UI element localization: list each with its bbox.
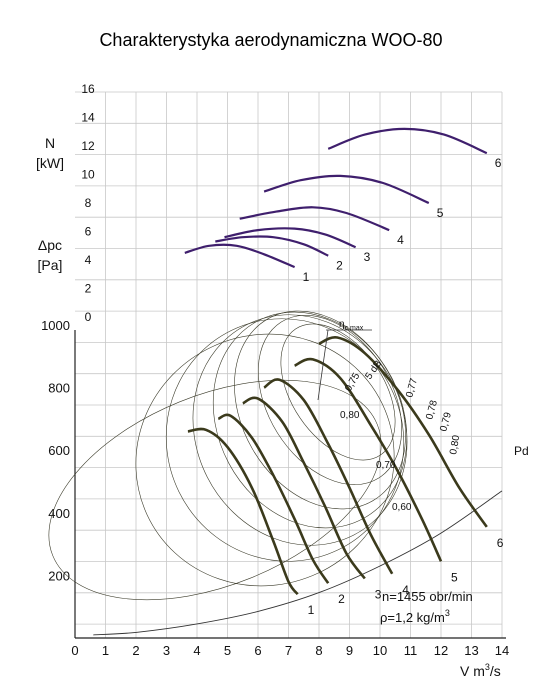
pressure-tick-label: 800 bbox=[48, 381, 70, 396]
pressure-axis-label: Δpc [Pa] bbox=[38, 237, 63, 273]
power-curve-6 bbox=[327, 127, 488, 155]
x-axis-label: V m3/s bbox=[460, 662, 501, 679]
efficiency-label: 0,80 bbox=[448, 434, 462, 456]
density-note: ρ=1,2 kg/m3 bbox=[380, 608, 450, 625]
pressure-curve-label: 6 bbox=[497, 536, 504, 550]
pressure-curve-4 bbox=[263, 378, 394, 575]
pressure-axis-label-line: Δpc bbox=[38, 237, 62, 253]
power-axis-label-line: N bbox=[45, 135, 55, 151]
power-tick-label: 2 bbox=[85, 282, 92, 296]
efficiency-label: 0,80 bbox=[340, 410, 360, 421]
x-tick-label: 8 bbox=[315, 643, 322, 658]
speed-note: n=1455 obr/min bbox=[382, 589, 473, 604]
power-curve-label: 1 bbox=[303, 270, 310, 284]
system-curve-label: Pd bbox=[514, 444, 529, 458]
efficiency-contour bbox=[234, 310, 406, 510]
x-tick-label: 3 bbox=[163, 643, 170, 658]
power-tick-label: 10 bbox=[81, 168, 95, 182]
pressure-axis-label-line: [Pa] bbox=[38, 257, 63, 273]
power-curve-label: 5 bbox=[437, 206, 444, 220]
power-curve-5 bbox=[263, 174, 430, 205]
power-tick-label: 16 bbox=[81, 82, 95, 96]
x-tick-labels: 0 1 2 3 4 5 6 7 8 9 10 11 12 13 14 bbox=[71, 643, 509, 658]
x-tick-label: 5 bbox=[224, 643, 231, 658]
system-curve: Pd bbox=[93, 444, 529, 636]
x-tick-label: 10 bbox=[373, 643, 387, 658]
efficiency-label: 0,78 bbox=[424, 399, 440, 421]
power-curve-1 bbox=[184, 243, 296, 269]
x-tick-label: 14 bbox=[495, 643, 509, 658]
pressure-tick-label: 200 bbox=[48, 568, 70, 583]
x-tick-label: 13 bbox=[464, 643, 478, 658]
power-axis-label-line: [kW] bbox=[36, 155, 64, 171]
pressure-curve-2 bbox=[217, 413, 330, 584]
efficiency-labels: 0,600,700,75 0,770,780,790,800,805 dB bbox=[340, 358, 462, 513]
axes bbox=[74, 330, 506, 639]
x-tick-label: 9 bbox=[346, 643, 353, 658]
power-curve-label: 6 bbox=[495, 156, 502, 170]
pressure-tick-labels: 200 400 600 800 1000 bbox=[41, 318, 70, 583]
pressure-curve-3 bbox=[242, 396, 366, 580]
system-curve-line bbox=[93, 490, 503, 636]
eta-max-marker: ηc max bbox=[317, 319, 372, 401]
power-curves: 1 2 3 4 5 6 bbox=[184, 127, 502, 284]
power-tick-label: 8 bbox=[85, 196, 92, 210]
power-curve-2 bbox=[215, 235, 329, 257]
efficiency-contours bbox=[48, 310, 408, 601]
power-tick-label: 14 bbox=[81, 111, 95, 125]
power-tick-label: 0 bbox=[85, 310, 92, 324]
pressure-curves: 1 2 3 4 5 6 bbox=[187, 335, 504, 617]
x-tick-label: 6 bbox=[254, 643, 261, 658]
power-curve-label: 2 bbox=[336, 259, 343, 273]
x-tick-label: 7 bbox=[285, 643, 292, 658]
x-tick-label: 0 bbox=[71, 643, 78, 658]
pressure-curve-label: 2 bbox=[338, 592, 345, 606]
x-tick-label: 4 bbox=[193, 643, 200, 658]
eta-max-label: ηc max bbox=[339, 319, 364, 332]
efficiency-label: 0,77 bbox=[404, 377, 420, 399]
x-tick-label: 11 bbox=[404, 643, 418, 658]
power-tick-labels: 0 2 4 6 8 10 12 14 16 bbox=[81, 82, 95, 324]
pressure-tick-label: 400 bbox=[48, 506, 70, 521]
grid bbox=[75, 91, 503, 638]
efficiency-contour bbox=[212, 311, 408, 529]
pressure-curve-label: 4 bbox=[402, 583, 409, 597]
x-tick-label: 1 bbox=[102, 643, 109, 658]
pressure-curve-5 bbox=[294, 357, 443, 562]
power-curve-4 bbox=[239, 206, 390, 232]
efficiency-contour bbox=[135, 333, 395, 587]
pressure-tick-label: 600 bbox=[48, 443, 70, 458]
power-curve-3 bbox=[224, 227, 357, 249]
x-tick-label: 12 bbox=[434, 643, 448, 658]
x-tick-label: 2 bbox=[132, 643, 139, 658]
pressure-curve-1 bbox=[187, 427, 299, 596]
efficiency-label: 0,60 bbox=[392, 502, 412, 513]
pressure-curve-label: 5 bbox=[451, 570, 458, 584]
power-axis-label: N [kW] bbox=[36, 135, 64, 171]
pressure-tick-label: 1000 bbox=[41, 318, 70, 333]
pressure-curve-label: 3 bbox=[375, 588, 382, 602]
power-tick-label: 12 bbox=[81, 139, 95, 153]
pressure-curve-label: 1 bbox=[308, 603, 315, 617]
efficiency-label: 0,70 bbox=[376, 460, 396, 471]
chart-title: Charakterystyka aerodynamiczna WOO-80 bbox=[99, 30, 442, 50]
pressure-curve-6 bbox=[318, 335, 488, 528]
efficiency-label: 0,79 bbox=[438, 411, 454, 433]
efficiency-contour bbox=[48, 379, 382, 601]
power-curve-label: 3 bbox=[364, 250, 371, 264]
efficiency-contour bbox=[257, 315, 403, 485]
power-tick-label: 6 bbox=[85, 225, 92, 239]
efficiency-contour bbox=[165, 318, 405, 562]
power-tick-label: 4 bbox=[85, 253, 92, 267]
power-curve-label: 4 bbox=[397, 233, 404, 247]
efficiency-label: 0,75 bbox=[343, 371, 362, 394]
